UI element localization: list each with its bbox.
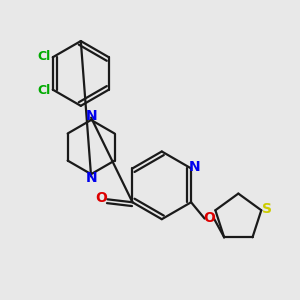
Text: Cl: Cl	[37, 84, 50, 97]
Text: O: O	[95, 191, 107, 205]
Text: S: S	[262, 202, 272, 216]
Text: N: N	[85, 110, 97, 123]
Text: O: O	[203, 211, 215, 225]
Text: N: N	[85, 171, 97, 185]
Text: Cl: Cl	[37, 50, 50, 63]
Text: N: N	[189, 160, 201, 174]
